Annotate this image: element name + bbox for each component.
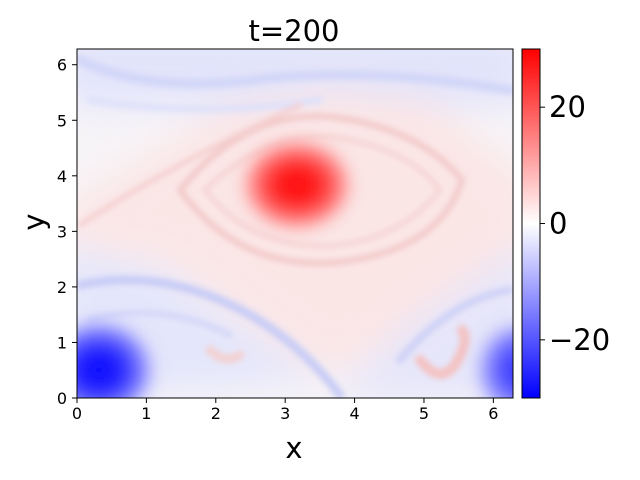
colorbar-tick-label: 20: [549, 90, 586, 124]
x-tick-label: 3: [280, 404, 290, 423]
colorbar: [521, 48, 541, 399]
y-axis-label: y: [17, 213, 51, 230]
diagonal-filament: [77, 102, 303, 228]
x-tick-label: 5: [419, 404, 429, 423]
right-swirl: [396, 286, 513, 364]
y-tick-label: 6: [57, 56, 67, 75]
eye-ring: [176, 113, 466, 266]
x-tick-label: 0: [72, 404, 82, 423]
plot-frame: [76, 48, 514, 399]
colorbar-tick-label: −20: [549, 323, 610, 357]
y-tick-label: 0: [57, 389, 67, 408]
x-tick-label: 6: [488, 404, 498, 423]
y-tick-label: 4: [57, 167, 67, 186]
y-axis: 0 1 2 3 4 5 6: [57, 56, 77, 408]
x-tick-label: 4: [349, 404, 359, 423]
x-tick-label: 2: [211, 404, 221, 423]
lower-right-blue-band: [332, 251, 513, 398]
y-tick-label: 3: [57, 222, 67, 241]
x-axis-label: x: [285, 431, 302, 465]
chart-title: t=200: [248, 14, 339, 48]
red-vortex: [239, 137, 355, 233]
colorbar-tick-label: 0: [549, 207, 567, 241]
upper-filament: [86, 96, 324, 113]
upper-filament: [77, 55, 513, 95]
lower-swirl: [77, 275, 345, 398]
x-axis: 0 1 2 3 4 5 6: [72, 398, 498, 423]
colorbar-axis: −20 0 20: [540, 90, 610, 357]
right-filament-pink: [415, 325, 470, 379]
x-tick-label: 1: [141, 404, 151, 423]
y-tick-label: 2: [57, 278, 67, 297]
heatmap-field: [77, 49, 513, 398]
blue-vortex-lower-right: [474, 320, 513, 398]
mid-pink-blob: [205, 345, 245, 364]
y-tick-label: 1: [57, 333, 67, 352]
blue-vortex-lower-left: [77, 318, 157, 398]
y-tick-label: 5: [57, 111, 67, 130]
lower-swirl: [87, 309, 233, 338]
